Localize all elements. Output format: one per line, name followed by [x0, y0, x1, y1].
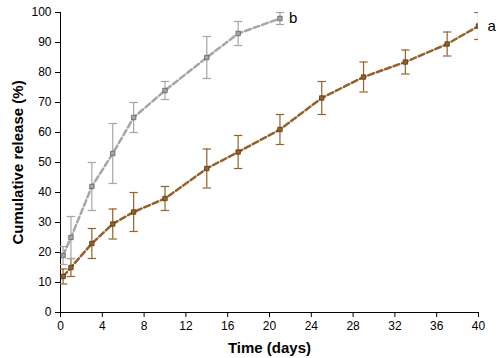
svg-text:100: 100 [31, 5, 51, 19]
svg-text:40: 40 [38, 185, 52, 199]
svg-text:Cumulative release (%): Cumulative release (%) [9, 80, 26, 244]
svg-text:50: 50 [38, 155, 52, 169]
svg-text:0: 0 [45, 305, 52, 319]
svg-text:20: 20 [263, 319, 277, 333]
svg-text:16: 16 [221, 319, 235, 333]
svg-text:a: a [488, 17, 497, 34]
svg-text:40: 40 [472, 319, 486, 333]
svg-text:30: 30 [38, 215, 52, 229]
svg-text:70: 70 [38, 95, 52, 109]
svg-text:0: 0 [57, 319, 64, 333]
svg-text:10: 10 [38, 275, 52, 289]
svg-text:28: 28 [346, 319, 360, 333]
svg-text:90: 90 [38, 35, 52, 49]
svg-text:60: 60 [38, 125, 52, 139]
svg-text:4: 4 [99, 319, 106, 333]
svg-text:20: 20 [38, 245, 52, 259]
svg-text:36: 36 [430, 319, 444, 333]
svg-text:b: b [289, 9, 297, 26]
svg-text:24: 24 [305, 319, 319, 333]
svg-text:80: 80 [38, 65, 52, 79]
svg-text:12: 12 [179, 319, 193, 333]
svg-text:Time (days): Time (days) [228, 339, 311, 356]
svg-text:32: 32 [388, 319, 402, 333]
svg-text:8: 8 [141, 319, 148, 333]
